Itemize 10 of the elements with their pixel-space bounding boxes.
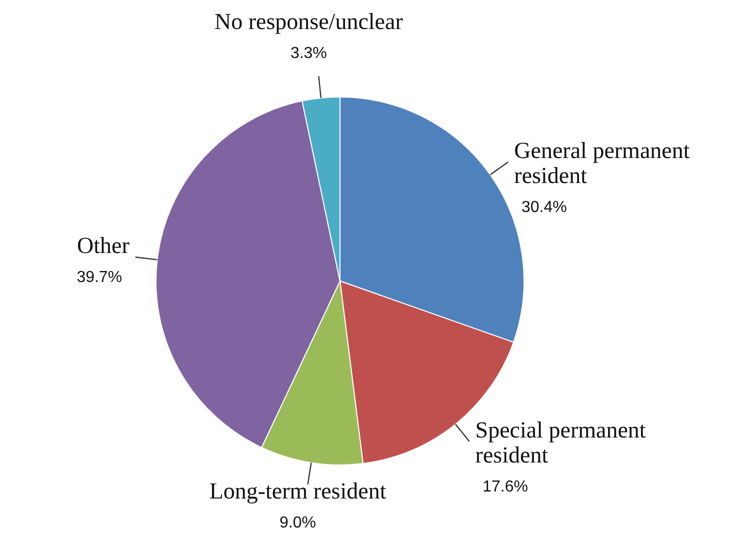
slice-label: No response/unclear bbox=[214, 9, 404, 34]
data-label: 17.6% bbox=[482, 478, 528, 496]
slice-label: Long-term resident bbox=[209, 478, 387, 504]
data-label: 3.3% bbox=[290, 45, 327, 62]
data-label: 9.0% bbox=[280, 514, 316, 532]
data-label: 30.4% bbox=[521, 199, 567, 216]
slice-label: Other bbox=[77, 233, 130, 258]
slice-label: Special permanent resident bbox=[475, 417, 646, 468]
data-label: 39.7% bbox=[76, 269, 122, 286]
slice-label: General permanent resident bbox=[514, 138, 690, 188]
